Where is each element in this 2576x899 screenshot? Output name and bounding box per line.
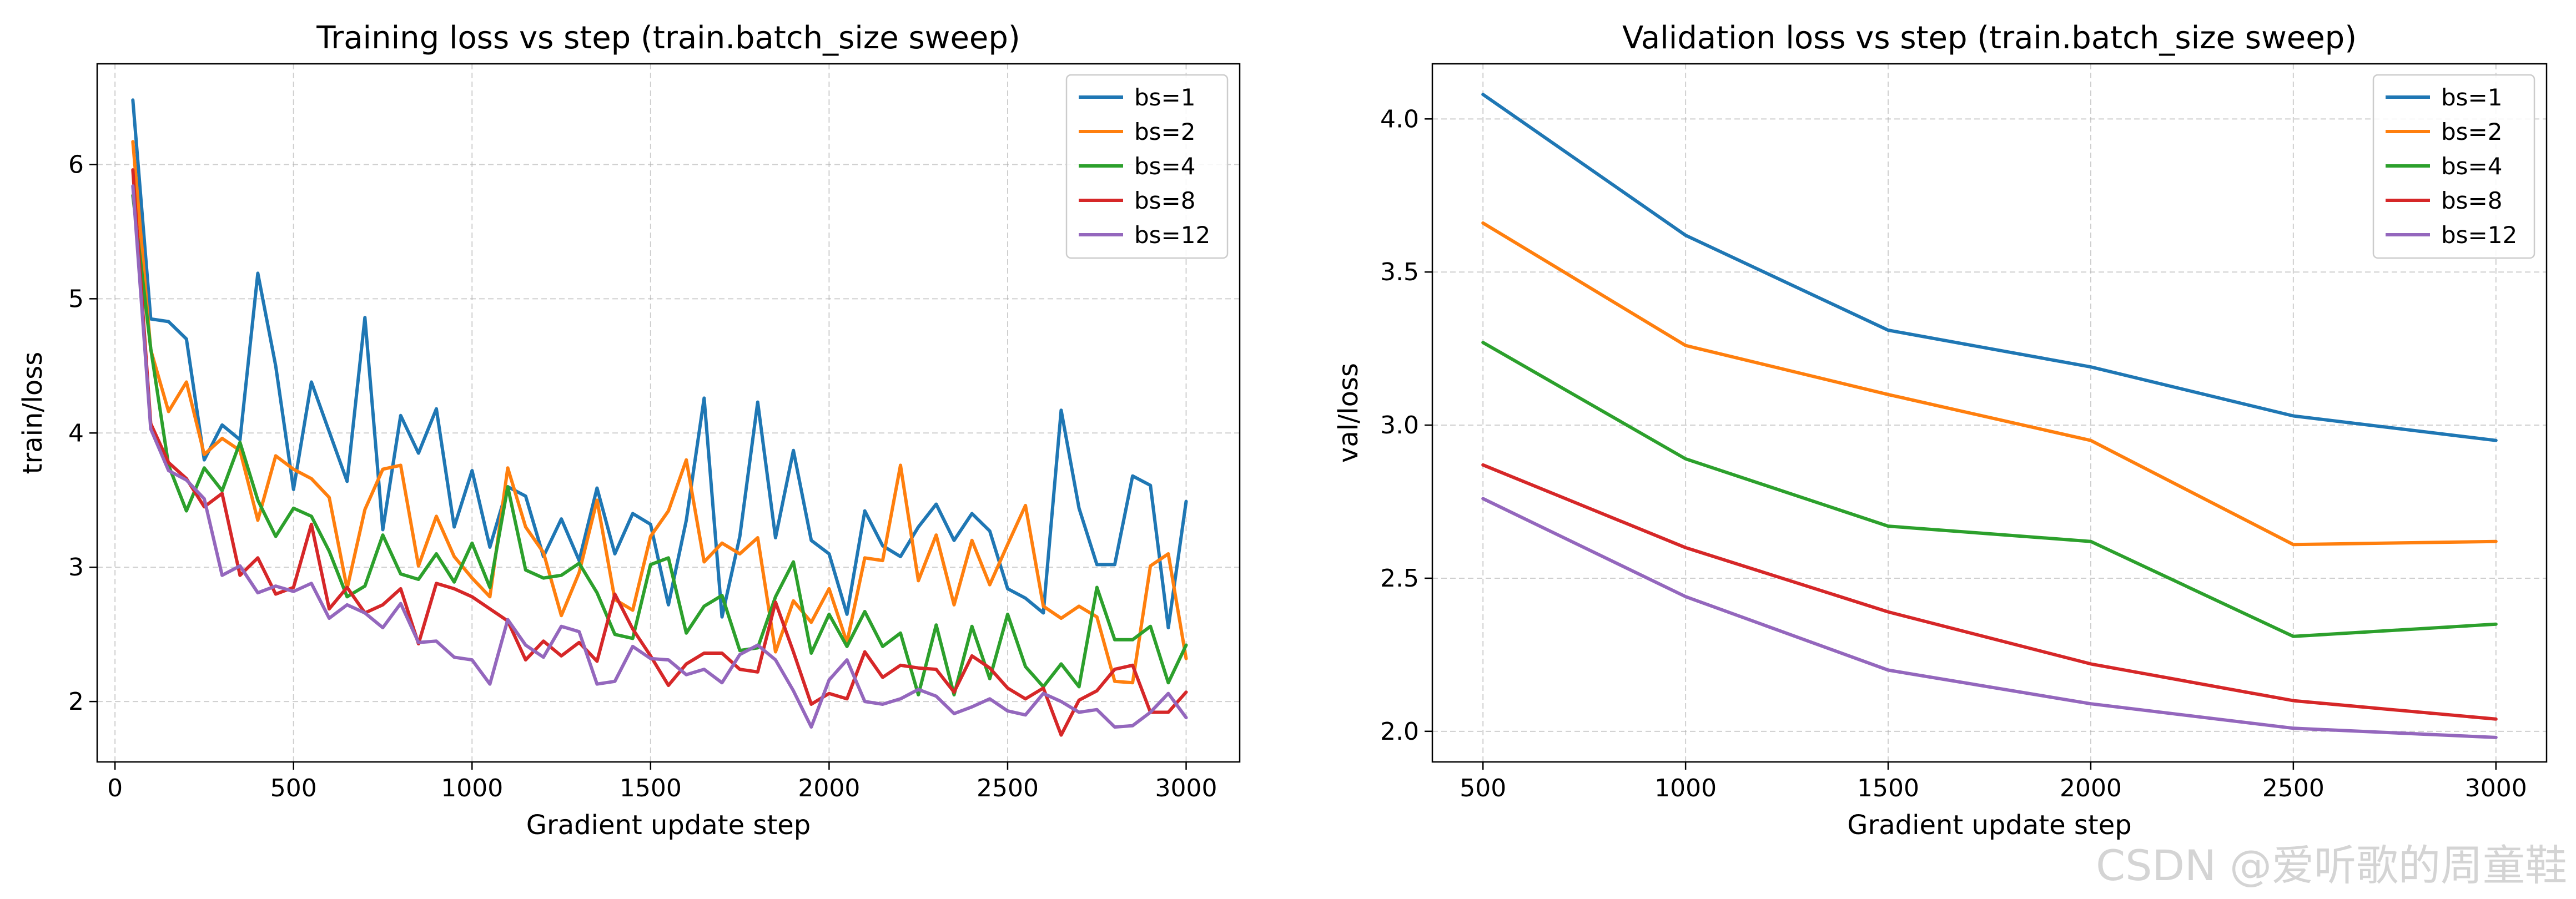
y-tick-label: 4 (68, 419, 84, 447)
y-tick-label: 3.5 (1380, 258, 1419, 286)
x-tick-label: 500 (1460, 774, 1506, 802)
validation-loss-chart: 500 1000 1500 2000 2500 3000 2.0 2.5 3.0 3.5 4.0 Va… (1333, 20, 2548, 841)
legend-label: bs=8 (1134, 187, 1195, 214)
series-line-bs-2 (131, 140, 1188, 685)
plot-frame (1431, 63, 2548, 763)
y-axis-label: val/loss (1333, 363, 1364, 463)
x-tick-label: 500 (270, 774, 317, 802)
y-tick-label: 6 (68, 150, 84, 179)
legend-label: bs=2 (2441, 118, 2502, 145)
y-tick-label: 3 (68, 553, 84, 582)
x-tick-label: 0 (107, 774, 123, 802)
legend: bs=1 bs=2 bs=4 bs=8 bs=12 (1065, 74, 1229, 259)
series-line-bs-8 (1481, 463, 2498, 721)
legend-label: bs=2 (1134, 118, 1195, 145)
watermark: CSDN @爱听歌的周童鞋 (2096, 841, 2567, 890)
plot-area (1432, 64, 2547, 762)
x-tick-label: 1500 (1857, 774, 1919, 802)
plot-area (97, 64, 1240, 762)
legend-box (1065, 74, 1229, 259)
legend-box (2372, 74, 2535, 259)
chart-title: Validation loss vs step (train.batch_siz… (1622, 20, 2357, 56)
y-axis-label: train/loss (17, 352, 48, 474)
x-axis-label: Gradient update step (1847, 810, 2131, 841)
series-line-bs-8 (131, 168, 1188, 737)
legend-label: bs=12 (1134, 221, 1210, 249)
x-tick-label: 2500 (2262, 774, 2325, 802)
legend-label: bs=1 (1134, 84, 1195, 111)
series-line-bs-12 (1481, 497, 2498, 739)
x-tick-label: 2000 (798, 774, 860, 802)
legend-label: bs=4 (2441, 153, 2502, 180)
y-tick-label: 2.0 (1380, 718, 1419, 746)
series-line-bs-4 (131, 194, 1188, 696)
x-tick-label: 1000 (1654, 774, 1717, 802)
legend-label: bs=12 (2441, 221, 2517, 249)
x-tick-label: 1500 (620, 774, 682, 802)
series-line-bs-2 (1481, 221, 2498, 547)
series-line-bs-1 (131, 98, 1188, 630)
x-tick-label: 3000 (2465, 774, 2527, 802)
series-line-bs-12 (131, 184, 1188, 729)
x-tick-label: 1000 (441, 774, 503, 802)
legend: bs=1 bs=2 bs=4 bs=8 bs=12 (2372, 74, 2535, 259)
legend-label: bs=4 (1134, 153, 1195, 180)
y-tick-label: 4.0 (1380, 105, 1419, 133)
series-line-bs-4 (1481, 341, 2498, 638)
training-loss-chart: 0 500 1000 1500 2000 2500 3000 2 3 4 5 6 Training lo… (17, 20, 1241, 841)
y-tick-label: 2 (68, 688, 84, 716)
legend-label: bs=1 (2441, 84, 2502, 111)
series-line-bs-1 (1481, 93, 2498, 442)
y-tick-label: 3.0 (1380, 411, 1419, 440)
plot-frame (96, 63, 1241, 763)
chart-title: Training loss vs step (train.batch_size … (316, 20, 1020, 56)
x-tick-label: 2000 (2060, 774, 2122, 802)
legend-label: bs=8 (2441, 187, 2502, 214)
x-tick-label: 2500 (977, 774, 1039, 802)
y-tick-label: 5 (68, 285, 84, 313)
x-axis-label: Gradient update step (526, 810, 811, 841)
x-tick-label: 3000 (1155, 774, 1217, 802)
y-tick-label: 2.5 (1380, 564, 1419, 593)
